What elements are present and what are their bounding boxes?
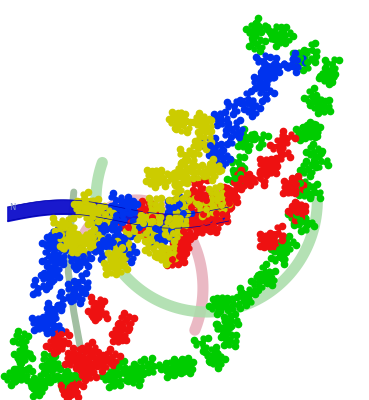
- Text: N: N: [9, 203, 15, 212]
